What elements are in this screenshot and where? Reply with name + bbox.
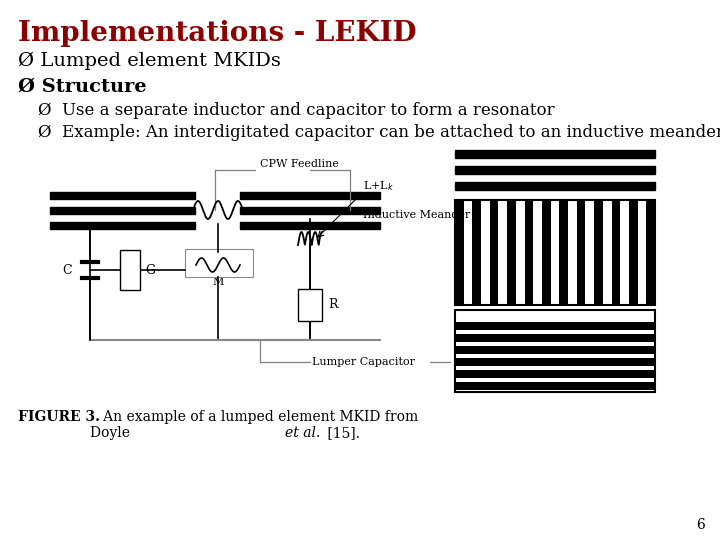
Bar [455,346,655,354]
Bar [120,250,140,290]
Bar [240,206,380,213]
Bar [507,200,516,305]
Text: CPW Feedline: CPW Feedline [260,159,339,169]
Bar [455,334,655,342]
Bar [542,200,551,305]
Bar [472,200,481,305]
Bar [185,249,253,277]
Text: [15].: [15]. [323,426,360,440]
Text: Ø  Example: An interdigitated capacitor can be attached to an inductive meander: Ø Example: An interdigitated capacitor c… [38,124,720,141]
Bar [298,289,322,321]
Text: C: C [63,264,72,276]
Bar [455,382,655,390]
Bar [455,322,655,330]
Bar [611,200,620,305]
Bar [455,166,655,174]
Text: 6: 6 [696,518,705,532]
Text: Lumper Capacitor: Lumper Capacitor [312,357,415,367]
Bar [559,200,568,305]
Bar [490,200,498,305]
Bar [455,200,655,305]
Bar [629,200,638,305]
Bar [50,206,195,213]
Text: et al.: et al. [285,426,320,440]
Bar [455,370,655,378]
Text: M: M [212,277,224,287]
Bar [647,200,655,305]
Text: Ø  Use a separate inductor and capacitor to form a resonator: Ø Use a separate inductor and capacitor … [38,102,554,119]
Bar [455,358,655,366]
Bar [594,200,603,305]
Text: R: R [328,299,338,312]
Bar [455,200,464,305]
Bar [577,200,585,305]
Text: G: G [145,264,155,276]
Bar [50,221,195,228]
Text: Inductive Meander: Inductive Meander [363,210,470,220]
Bar [50,192,195,199]
Text: Ø Structure: Ø Structure [18,78,147,96]
Bar [525,200,534,305]
Text: Implementations - LEKID: Implementations - LEKID [18,20,416,47]
Bar [240,192,380,199]
Bar [455,310,655,392]
Text: Ø Lumped element MKIDs: Ø Lumped element MKIDs [18,52,281,70]
Text: L+L$_k$: L+L$_k$ [363,179,394,193]
Bar [455,150,655,158]
Text: An example of a lumped element MKID from
Doyle: An example of a lumped element MKID from… [90,410,418,440]
Bar [240,221,380,228]
Bar [455,182,655,190]
Text: FIGURE 3.: FIGURE 3. [18,410,100,424]
